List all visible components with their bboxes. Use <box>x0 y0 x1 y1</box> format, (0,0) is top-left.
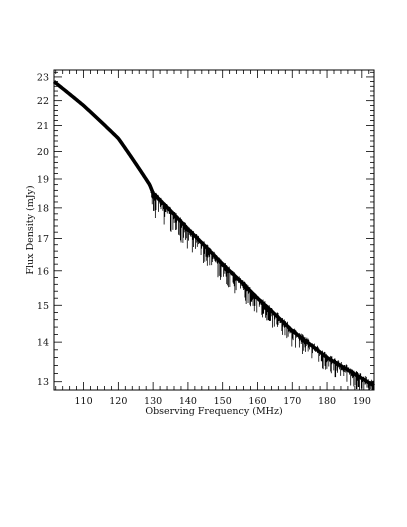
x-tick-labels: 110 120 130 140 150 160 170 180 190 <box>74 396 370 407</box>
x-tick-label: 150 <box>214 396 232 407</box>
x-tick-label: 160 <box>248 396 266 407</box>
y-tick-label: 17 <box>37 234 49 245</box>
series-layer <box>52 80 375 390</box>
x-tick-label: 190 <box>353 396 371 407</box>
axis-ticks <box>54 70 374 391</box>
x-tick-label: 110 <box>74 396 92 407</box>
y-tick-label: 14 <box>37 338 49 349</box>
y-tick-labels: 13 14 15 16 17 18 19 20 21 22 23 <box>37 72 49 388</box>
y-tick-label: 15 <box>37 301 49 312</box>
y-tick-label: 23 <box>37 72 49 83</box>
x-tick-label: 140 <box>179 396 197 407</box>
y-tick-label: 19 <box>37 174 49 185</box>
series-noise <box>149 185 375 390</box>
y-tick-label: 20 <box>37 147 49 158</box>
y-axis-label: Flux Density (mJy) <box>25 185 36 274</box>
x-tick-label: 170 <box>283 396 301 407</box>
x-tick-label: 130 <box>144 396 162 407</box>
x-tick-label: 120 <box>109 396 127 407</box>
y-tick-label: 16 <box>37 266 49 277</box>
x-axis-label: Observing Frequency (MHz) <box>145 406 282 417</box>
y-tick-label: 13 <box>37 377 49 388</box>
series-line <box>52 80 375 388</box>
x-tick-label: 180 <box>318 396 336 407</box>
y-tick-label: 21 <box>37 121 49 132</box>
y-tick-label: 22 <box>37 96 49 107</box>
plot-frame <box>53 69 375 391</box>
y-tick-label: 18 <box>37 203 49 214</box>
